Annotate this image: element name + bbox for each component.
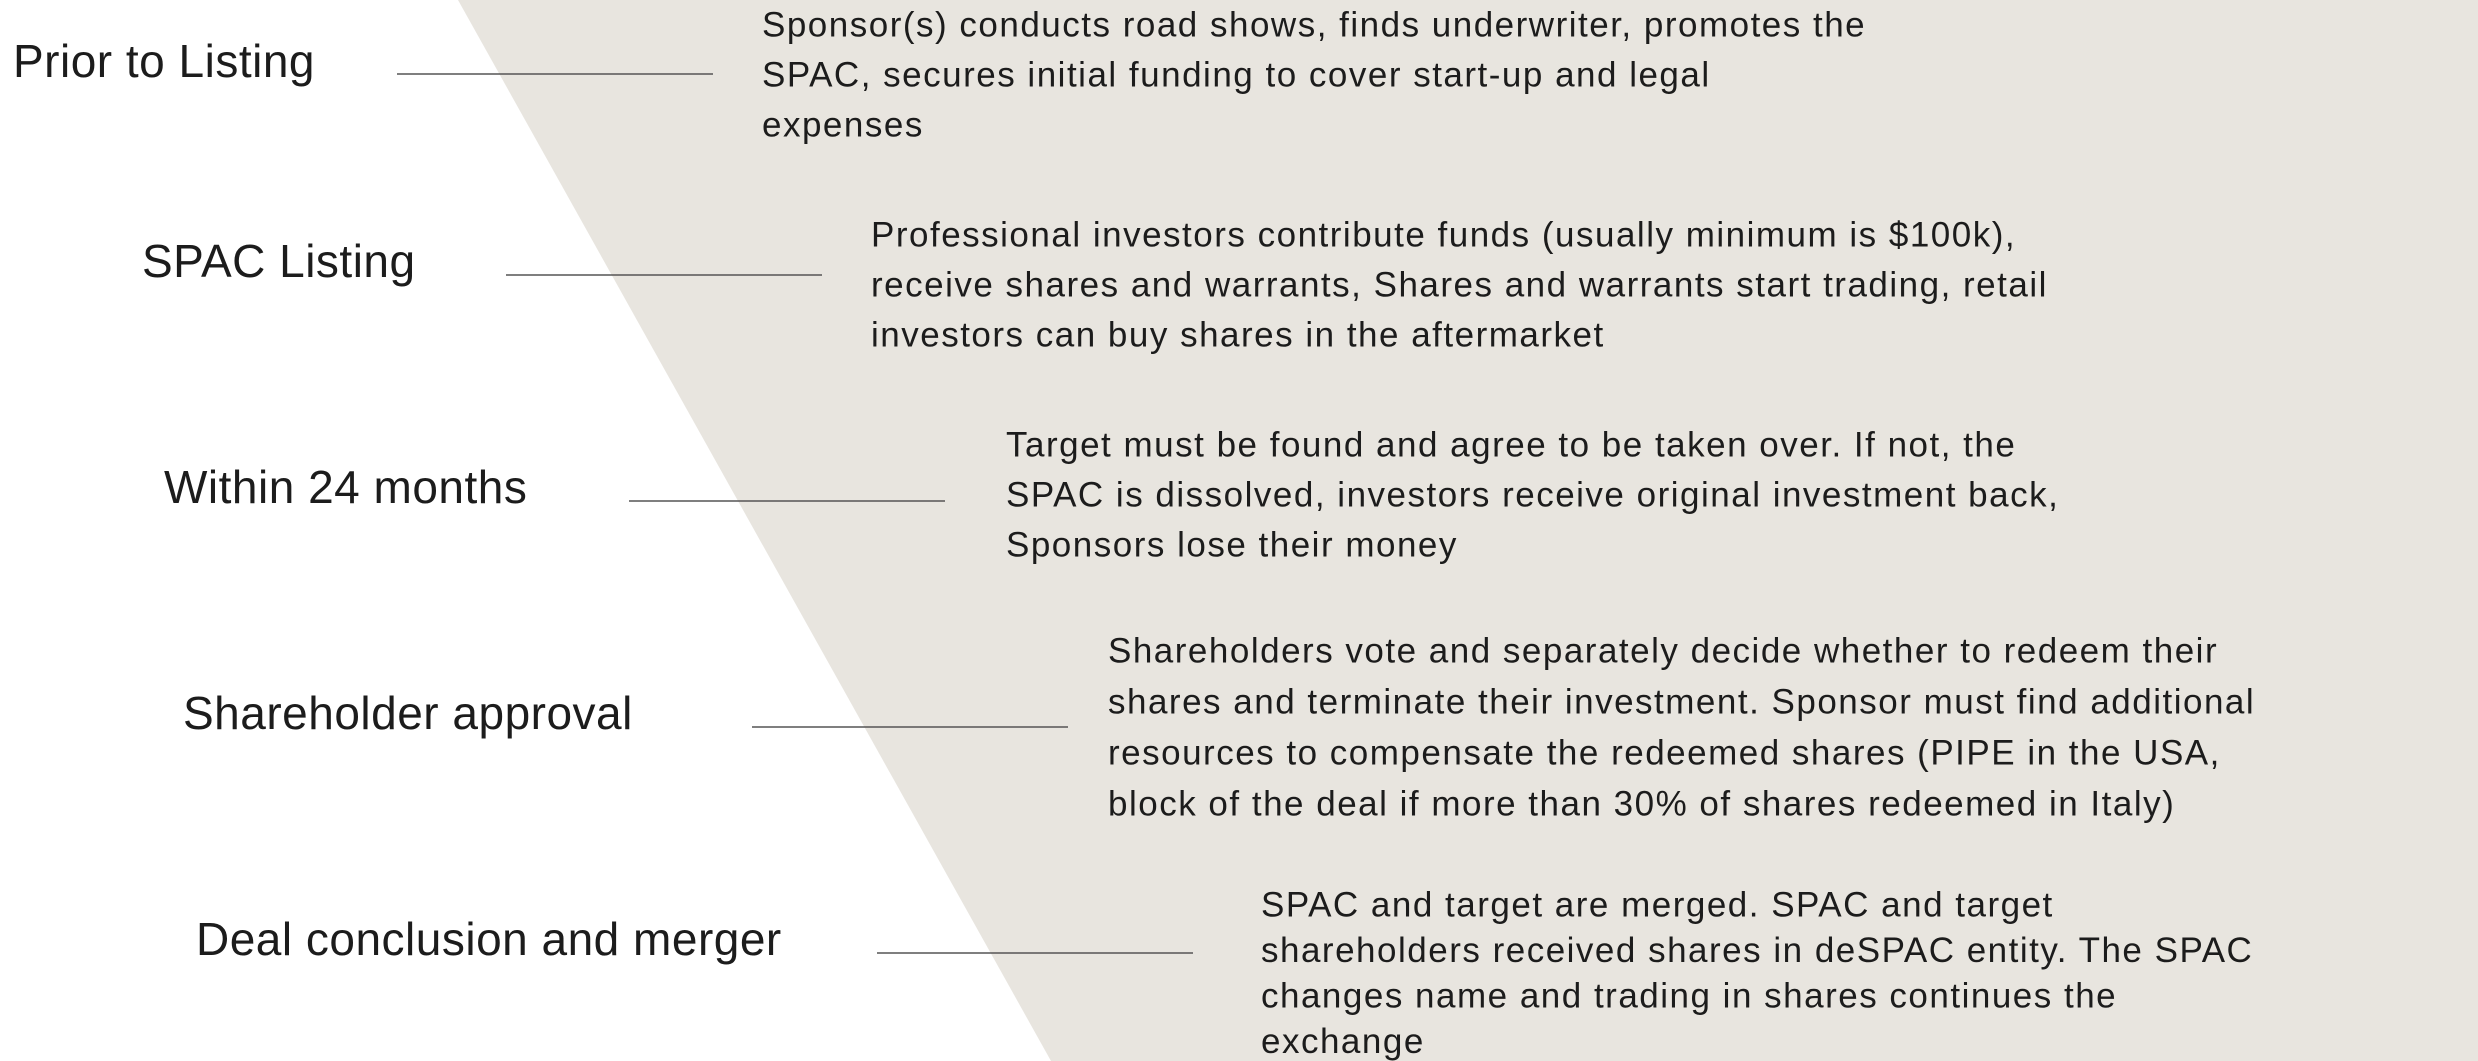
step-description: SPAC and target are merged. SPAC and tar… bbox=[1261, 885, 2054, 924]
step-description: Shareholders vote and separately decide … bbox=[1108, 631, 2218, 670]
step-description: SPAC is dissolved, investors receive ori… bbox=[1006, 475, 2059, 514]
step-label: SPAC Listing bbox=[142, 235, 416, 287]
step-description: block of the deal if more than 30% of sh… bbox=[1108, 784, 2175, 823]
step-description: SPAC, secures initial funding to cover s… bbox=[762, 55, 1711, 94]
step-description: Sponsor(s) conducts road shows, finds un… bbox=[762, 5, 1866, 44]
step-description: Professional investors contribute funds … bbox=[871, 215, 2016, 254]
step-description: expenses bbox=[762, 105, 924, 144]
step-label: Within 24 months bbox=[164, 461, 527, 513]
step-description: receive shares and warrants, Shares and … bbox=[871, 265, 2048, 304]
background-shape bbox=[458, 0, 2478, 1061]
step-description: shareholders received shares in deSPAC e… bbox=[1261, 931, 2253, 970]
step-label: Shareholder approval bbox=[183, 687, 633, 739]
step-description: resources to compensate the redeemed sha… bbox=[1108, 733, 2221, 772]
step-description: Sponsors lose their money bbox=[1006, 525, 1458, 564]
step-description: exchange bbox=[1261, 1022, 1425, 1061]
step-description: investors can buy shares in the aftermar… bbox=[871, 315, 1605, 354]
step-description: shares and terminate their investment. S… bbox=[1108, 682, 2255, 721]
step-label: Prior to Listing bbox=[13, 35, 315, 87]
step-description: Target must be found and agree to be tak… bbox=[1006, 425, 2016, 464]
step-label: Deal conclusion and merger bbox=[196, 913, 782, 965]
step-description: changes name and trading in shares conti… bbox=[1261, 976, 2117, 1015]
